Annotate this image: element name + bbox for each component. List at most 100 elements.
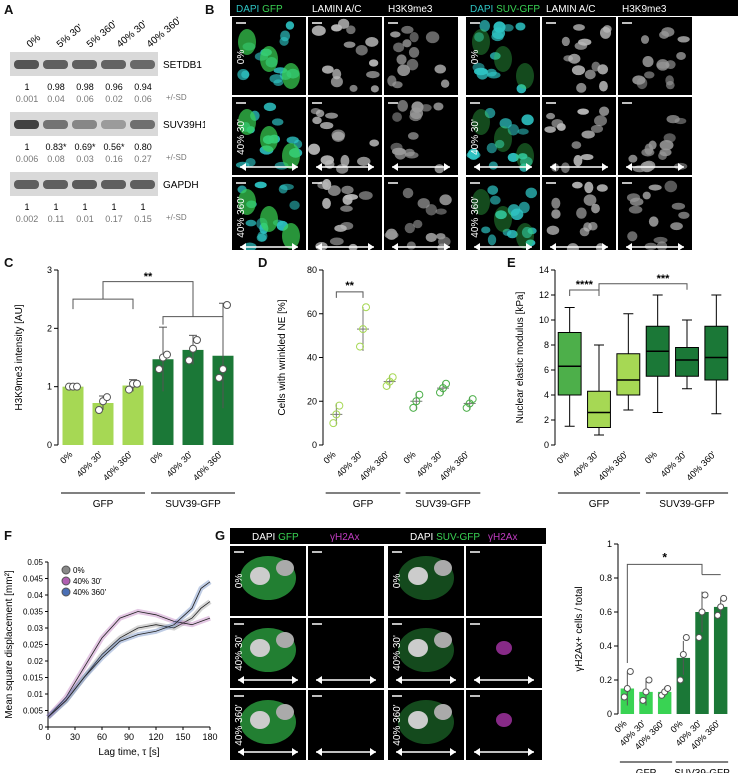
nucleus <box>597 64 609 75</box>
quant-value: 0.94 <box>134 82 152 92</box>
x-tick-label: 0% <box>148 449 164 465</box>
channel-header: DAPI SUV-GFP <box>470 4 540 15</box>
data-point <box>359 325 367 334</box>
nucleus <box>408 567 428 585</box>
nucleus <box>664 180 678 193</box>
nucleus <box>327 185 341 196</box>
nucleus <box>408 639 428 657</box>
sd-label: +/-SD <box>166 153 187 162</box>
nucleus <box>648 184 662 191</box>
x-tick-label: 40% 360' <box>596 449 630 483</box>
nucleus <box>286 136 299 144</box>
nucleus <box>561 36 570 47</box>
data-point <box>714 611 722 619</box>
x-tick-label: 0 <box>45 732 50 742</box>
nucleus <box>596 184 608 192</box>
data-point <box>412 397 421 406</box>
nucleus <box>489 52 501 60</box>
series-band <box>46 579 212 719</box>
nucleus <box>368 59 379 67</box>
stretch-arrow-head <box>626 163 684 171</box>
series-line <box>47 581 211 718</box>
nucleus <box>568 53 581 64</box>
row-label: 40% 360' <box>236 196 247 237</box>
sig-bracket <box>162 316 224 325</box>
nucleus <box>334 224 347 232</box>
stretch-arrow-head <box>316 163 374 171</box>
bar <box>122 385 144 445</box>
channel-header: DAPI SUV-GFP <box>410 532 480 543</box>
legend-marker <box>61 576 71 586</box>
nucleus <box>329 237 344 246</box>
nucleus <box>584 69 596 80</box>
data-point <box>193 336 201 344</box>
nucleus <box>573 155 583 167</box>
panel-label-a: A <box>4 2 14 17</box>
row-label: 40% 30' <box>234 635 245 671</box>
x-tick-label: 150 <box>175 732 190 742</box>
nucleus <box>551 118 564 128</box>
nucleus <box>484 107 496 119</box>
data-point <box>698 608 706 616</box>
y-tick-label: 12 <box>539 290 549 300</box>
data-point <box>639 696 647 704</box>
legend-marker <box>61 587 71 597</box>
western-blot-panel: 0% 5% 30' 5% 360'40% 30'40% 360' SETDB1 1 0.9… <box>10 15 205 224</box>
nucleus <box>289 200 300 210</box>
nucleus <box>571 65 586 76</box>
sd-label: +/-SD <box>166 93 187 102</box>
quant-value: 1 <box>140 202 145 212</box>
data-point <box>626 668 634 675</box>
nucleus <box>576 82 587 93</box>
nucleus <box>321 65 334 74</box>
y-tick-label: 80 <box>307 265 317 275</box>
nucleus <box>495 210 507 220</box>
data-point <box>335 401 344 410</box>
x-tick-label: 30 <box>70 732 80 742</box>
nucleus <box>677 36 690 43</box>
gfp-cell <box>282 63 300 89</box>
box <box>587 390 611 428</box>
y-tick-label: 0.05 <box>27 558 43 567</box>
panel-label-d: D <box>258 255 268 270</box>
nucleus <box>358 191 373 200</box>
row-label: 40% 30' <box>392 635 403 671</box>
stretch-arrow-head <box>316 676 376 684</box>
sig-bracket <box>598 283 688 290</box>
x-tick-label: 40% 360' <box>358 449 392 483</box>
nucleus <box>665 81 675 90</box>
nucleus <box>276 704 294 720</box>
significance-label: ** <box>144 271 153 283</box>
nucleus <box>642 56 654 68</box>
nucleus <box>581 130 595 139</box>
y-axis-label: Nuclear elastic modulus [kPa] <box>515 291 526 423</box>
row-label: 0% <box>234 574 245 589</box>
x-tick-label: 0% <box>643 449 659 465</box>
y-tick-label: 0.03 <box>27 624 43 633</box>
nucleus <box>578 38 592 46</box>
header-bar <box>230 528 546 544</box>
data-point <box>73 382 81 391</box>
nucleus <box>507 204 521 216</box>
nucleus <box>346 25 356 35</box>
y-tick-label: 8 <box>544 340 549 350</box>
quant-sd: 0.27 <box>134 154 152 164</box>
nucleus <box>486 68 497 77</box>
nucleus <box>409 32 419 43</box>
y-tick-label: 0.015 <box>23 674 44 683</box>
nucleus <box>527 227 537 235</box>
nucleus <box>520 156 533 167</box>
nucleus <box>481 226 491 234</box>
stretch-arrow-head <box>474 748 534 756</box>
data-point <box>720 594 728 602</box>
quant-value: 0.98 <box>76 82 94 92</box>
y-tick-label: 0 <box>47 440 52 450</box>
stretch-arrow-head <box>474 243 532 250</box>
quant-value: 1 <box>53 202 58 212</box>
bar <box>182 349 204 445</box>
data-point <box>695 634 703 641</box>
nucleus <box>402 39 412 48</box>
nucleus <box>599 80 608 92</box>
nucleus <box>269 74 284 84</box>
blot-band <box>72 60 97 69</box>
